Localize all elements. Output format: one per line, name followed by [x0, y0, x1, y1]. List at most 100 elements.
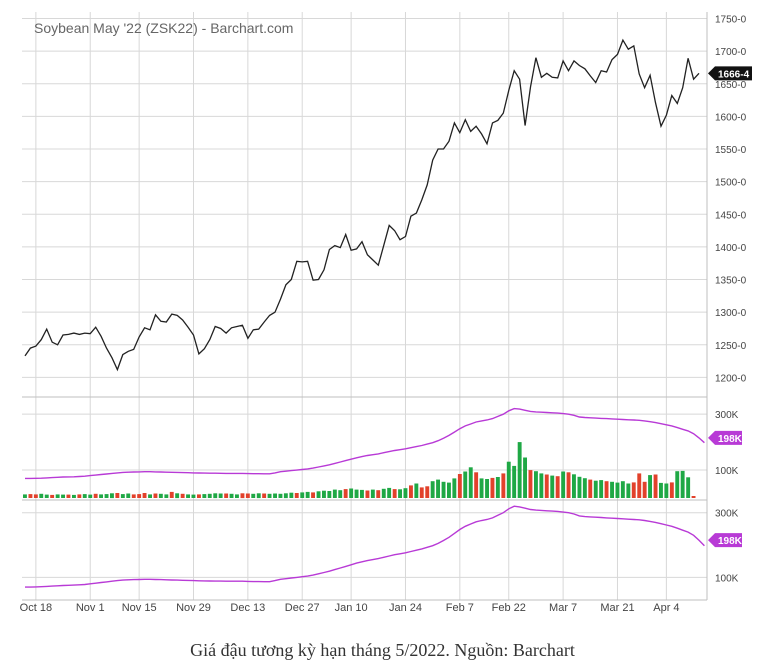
volume-bar: [447, 482, 451, 498]
volume-bar: [338, 490, 343, 498]
volume-bar: [642, 481, 647, 498]
x-tick-label: Jan 10: [335, 602, 368, 614]
volume-bar: [202, 494, 207, 498]
x-tick-label: Feb 7: [446, 602, 474, 614]
price-tick-label: 1650-0: [715, 80, 747, 91]
volume-bar: [251, 493, 256, 498]
volume-bar: [669, 482, 674, 498]
volume-bar: [305, 491, 310, 498]
volume-bar: [137, 494, 142, 498]
volume-bar: [468, 467, 473, 498]
volume-bar: [82, 494, 87, 498]
volume-bar: [131, 494, 136, 498]
volume-bar: [506, 461, 511, 498]
volume-bar: [343, 489, 348, 498]
volume-bar: [555, 476, 560, 498]
price-last-marker: 1666-4: [708, 66, 752, 81]
volume-bar: [175, 493, 180, 499]
price-tick-label: 1450-0: [715, 210, 747, 221]
open-interest-lower-tick-label: 100K: [715, 573, 739, 584]
volume-bar: [316, 491, 321, 498]
open-interest-line-lower: [25, 505, 705, 588]
volume-bar: [430, 481, 435, 498]
volume-bar: [610, 481, 614, 498]
volume-bar: [686, 477, 691, 498]
open-interest-tick-label: 100K: [715, 466, 739, 477]
volume-bar: [659, 482, 663, 498]
x-tick-label: Mar 21: [600, 602, 634, 614]
open-interest-tick-label: 300K: [715, 410, 739, 421]
volume-bar: [93, 493, 98, 498]
x-tick-label: Nov 29: [176, 602, 211, 614]
volume-bar: [360, 489, 364, 498]
volume-bar: [28, 494, 33, 498]
volume-bar: [294, 493, 299, 498]
volume-bar: [332, 489, 337, 498]
volume-bar: [311, 492, 315, 498]
volume-bar: [626, 483, 631, 498]
volume-bar: [207, 493, 212, 498]
volume-bars: [23, 442, 696, 499]
volume-bar: [283, 493, 288, 499]
volume-bar: [512, 465, 517, 498]
open-interest-axis-lower: 300K 100K: [715, 509, 739, 585]
volume-bar: [229, 493, 234, 498]
volume-bar: [539, 473, 544, 498]
volume-bar: [186, 494, 190, 498]
volume-bar: [148, 494, 152, 498]
figure-caption: Giá đậu tương kỳ hạn tháng 5/2022. Nguồn…: [190, 640, 575, 660]
x-axis: Oct 18 Nov 1 Nov 15 Nov 29 Dec 13 Dec 27 Jan 1…: [20, 602, 680, 614]
price-last-marker-shape: [708, 66, 752, 81]
x-tick-label: Apr 4: [653, 602, 679, 614]
price-tick-label: 1200-0: [715, 373, 747, 384]
volume-bar: [566, 472, 571, 498]
volume-bar: [55, 494, 60, 498]
volume-bar: [457, 474, 462, 498]
panel-dividers: [22, 12, 708, 601]
volume-bar: [349, 488, 354, 498]
price-tick-label: 1300-0: [715, 308, 747, 319]
volume-bar: [50, 494, 55, 498]
open-interest-last-marker: 198K: [708, 430, 743, 445]
volume-bar: [376, 490, 381, 498]
volume-bar: [544, 474, 549, 498]
volume-bar: [414, 483, 419, 498]
volume-bar: [126, 493, 131, 498]
volume-bar: [381, 488, 386, 498]
volume-bar: [115, 493, 120, 498]
volume-bar: [648, 475, 652, 498]
volume-bar: [534, 471, 538, 498]
price-axis: 1750-0 1700-0 1650-0 1600-0 1550-0 1500-0 1450…: [715, 15, 747, 385]
x-tick-label: Dec 27: [285, 602, 320, 614]
volume-bar: [44, 494, 49, 498]
x-tick-label: Nov 15: [122, 602, 157, 614]
volume-bar: [463, 471, 468, 498]
volume-bar: [278, 493, 283, 498]
volume-bar: [604, 481, 609, 498]
x-tick-label: Oct 18: [20, 602, 52, 614]
volume-bar: [501, 473, 506, 498]
volume-bar: [528, 470, 533, 498]
volume-bar: [66, 494, 71, 498]
volume-bar: [240, 493, 245, 499]
volume-bar: [191, 494, 196, 498]
volume-bar: [409, 485, 413, 498]
gridlines: [22, 12, 707, 600]
volume-bar: [680, 470, 685, 498]
volume-bar: [88, 494, 93, 498]
volume-bar: [392, 489, 397, 498]
chart-title: Soybean May '22 (ZSK22) - Barchart.com: [34, 20, 293, 36]
price-series-line: [24, 38, 700, 372]
volume-bar: [33, 494, 38, 498]
volume-bar: [197, 494, 201, 498]
volume-bar: [550, 475, 555, 498]
volume-bar: [370, 489, 375, 498]
volume-bar: [354, 489, 359, 498]
volume-bar: [180, 493, 185, 498]
volume-bar: [479, 478, 484, 498]
volume-bar: [164, 494, 169, 498]
volume-last-label: 7K: [718, 0, 732, 3]
volume-bar: [620, 481, 625, 498]
volume-bar: [153, 493, 158, 498]
volume-bar: [289, 492, 294, 498]
